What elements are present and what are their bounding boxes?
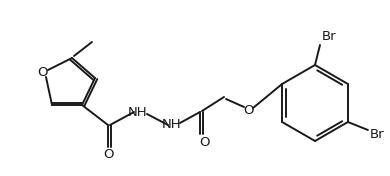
Text: O: O [200,136,210,149]
Text: O: O [37,65,47,78]
Text: Br: Br [322,30,337,43]
Text: NH: NH [162,118,182,131]
Text: NH: NH [128,105,148,118]
Text: O: O [104,149,114,162]
Text: O: O [243,103,253,117]
Text: Br: Br [370,127,385,140]
